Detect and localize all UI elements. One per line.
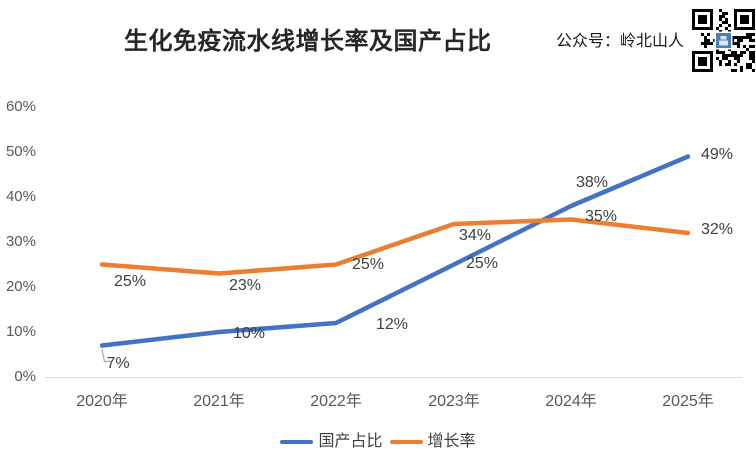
data-label: 25% bbox=[351, 255, 385, 273]
data-label: 38% bbox=[575, 174, 609, 191]
data-label: 25% bbox=[465, 254, 499, 272]
legend-label: 增长率 bbox=[427, 433, 476, 450]
y-axis-label: 40% bbox=[5, 188, 36, 205]
domestic-share-line bbox=[99, 154, 691, 348]
legend-item-domestic-share: 国产占比 bbox=[280, 433, 383, 451]
y-axis-label: 50% bbox=[5, 143, 36, 160]
x-axis-label: 2022年 bbox=[310, 393, 362, 410]
legend: 国产占比 增长率 bbox=[0, 431, 756, 453]
y-axis-label: 20% bbox=[5, 278, 36, 295]
domestic-share-swatch-icon bbox=[280, 439, 314, 445]
data-label: 12% bbox=[375, 316, 409, 333]
x-axis-label: 2025年 bbox=[662, 393, 714, 410]
data-label: 35% bbox=[584, 207, 618, 225]
legend-item-growth-rate: 增长率 bbox=[389, 433, 476, 451]
data-label: 32% bbox=[700, 221, 734, 238]
data-label: 10% bbox=[232, 325, 266, 342]
x-axis-label: 2020年 bbox=[76, 393, 128, 410]
growth-rate-line bbox=[99, 217, 691, 276]
x-axis-label: 2024年 bbox=[545, 393, 597, 410]
growth-rate-swatch-icon bbox=[389, 439, 423, 445]
chart-title: 生化免疫流水线增长率及国产占比 bbox=[124, 28, 492, 55]
data-label: 49% bbox=[700, 145, 734, 163]
data-label: 7% bbox=[106, 354, 130, 372]
data-label: 23% bbox=[228, 276, 262, 294]
qr-code-icon bbox=[692, 9, 755, 72]
legend-label: 国产占比 bbox=[318, 433, 383, 450]
y-axis-label: 10% bbox=[5, 323, 36, 340]
x-axis-label: 2021年 bbox=[193, 393, 245, 410]
y-axis-label: 60% bbox=[5, 98, 36, 115]
data-label: 34% bbox=[458, 227, 492, 244]
y-axis-label: 30% bbox=[5, 233, 36, 250]
account-label: 公众号：岭北山人 bbox=[555, 33, 684, 50]
x-axis-label: 2023年 bbox=[428, 393, 480, 410]
label-leader-line bbox=[101, 348, 112, 363]
data-label: 25% bbox=[113, 272, 147, 290]
y-axis-label: 0% bbox=[14, 368, 36, 385]
